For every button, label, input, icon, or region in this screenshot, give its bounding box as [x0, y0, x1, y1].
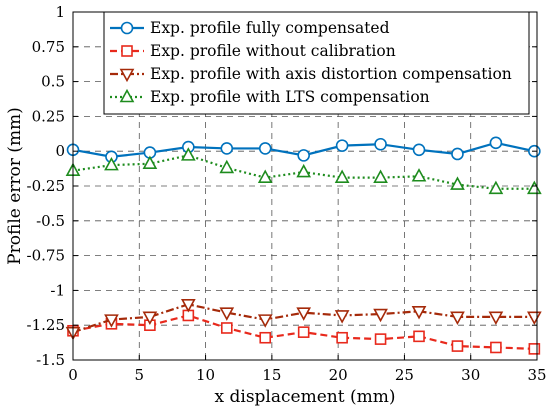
- legend-marker: [119, 88, 135, 103]
- data-point: [142, 155, 158, 170]
- y-tick-label: -0.75: [27, 247, 65, 265]
- legend-marker: [119, 68, 135, 83]
- y-tick-label: -0.5: [36, 212, 65, 230]
- x-tick-label: 30: [461, 366, 480, 384]
- data-point: [336, 331, 348, 344]
- series-1: [66, 136, 541, 164]
- data-point: [180, 299, 196, 313]
- data-point: [104, 156, 119, 171]
- x-axis-label: x displacement (mm): [215, 387, 396, 407]
- data-point: [220, 322, 233, 334]
- data-point: [335, 139, 349, 152]
- data-point: [142, 311, 158, 326]
- y-tick-label: 0.25: [32, 107, 65, 125]
- data-point: [451, 147, 464, 161]
- data-point: [488, 180, 504, 195]
- data-point: [257, 314, 273, 328]
- data-point: [412, 143, 426, 157]
- y-tick-label: -1.5: [36, 351, 65, 369]
- data-point: [334, 169, 350, 183]
- data-point: [297, 149, 310, 162]
- y-tick-label: -0.25: [27, 177, 65, 195]
- y-axis-label: Profile error (mm): [5, 107, 25, 265]
- x-tick-label: 5: [135, 366, 145, 384]
- legend-label: Exp. profile with axis distortion compen…: [150, 65, 512, 83]
- y-tick-label: -1.25: [27, 316, 65, 334]
- x-tick-label: 35: [527, 366, 546, 384]
- x-tick-label: 0: [68, 366, 78, 384]
- legend-marker: [120, 21, 134, 35]
- data-point: [258, 142, 272, 155]
- data-point: [219, 307, 235, 321]
- data-point: [411, 168, 427, 182]
- data-point: [488, 311, 504, 326]
- data-point: [296, 163, 312, 178]
- legend-entry: Exp. profile fully compensated: [110, 19, 390, 37]
- x-tick-label: 15: [262, 366, 281, 384]
- data-point: [450, 176, 465, 190]
- data-point: [374, 137, 387, 151]
- legend: Exp. profile fully compensated Exp. profi…: [103, 11, 530, 115]
- data-point: [374, 333, 387, 345]
- x-tick-label: 10: [196, 366, 215, 384]
- data-point: [220, 142, 234, 155]
- legend-box: [103, 11, 530, 115]
- legend-label: Exp. profile fully compensated: [150, 19, 390, 37]
- data-point: [259, 331, 272, 344]
- data-point: [528, 343, 541, 355]
- data-point: [411, 305, 427, 320]
- data-point: [373, 169, 388, 183]
- data-point: [450, 311, 465, 326]
- data-point: [219, 159, 235, 174]
- y-tick-label: 1: [55, 3, 65, 21]
- data-point: [451, 340, 464, 352]
- data-point: [490, 341, 502, 354]
- y-tick-label: 0.5: [41, 73, 65, 91]
- legend-label: Exp. profile with LTS compensation: [150, 88, 430, 106]
- y-tick-label: 0.75: [32, 38, 65, 56]
- data-point: [334, 310, 350, 324]
- legend-entry: Exp. profile without calibration: [110, 42, 396, 60]
- data-point: [373, 308, 388, 323]
- data-point: [104, 314, 119, 328]
- data-point: [180, 147, 196, 161]
- series-layer: [65, 136, 542, 355]
- legend-marker: [121, 45, 133, 57]
- data-point: [297, 326, 310, 338]
- series-3: [65, 299, 542, 341]
- data-point: [527, 180, 542, 195]
- legend-entry: Exp. profile with LTS compensation: [110, 88, 430, 106]
- axis-ticks: 0 5 10 15 20 25 30 35 1 0.75 0.5 0.25 0 -0.25 -0.5 -0.7…: [27, 3, 547, 384]
- data-point: [413, 330, 425, 343]
- data-point: [257, 169, 273, 183]
- data-point: [296, 307, 312, 321]
- y-tick-label: 0: [55, 142, 65, 160]
- series-4: [65, 147, 542, 195]
- data-point: [489, 136, 503, 150]
- x-tick-label: 25: [395, 366, 414, 384]
- x-tick-label: 20: [329, 366, 348, 384]
- y-tick-label: -1: [50, 281, 65, 299]
- legend-label: Exp. profile without calibration: [150, 42, 396, 60]
- legend-entry: Exp. profile with axis distortion compen…: [110, 65, 512, 83]
